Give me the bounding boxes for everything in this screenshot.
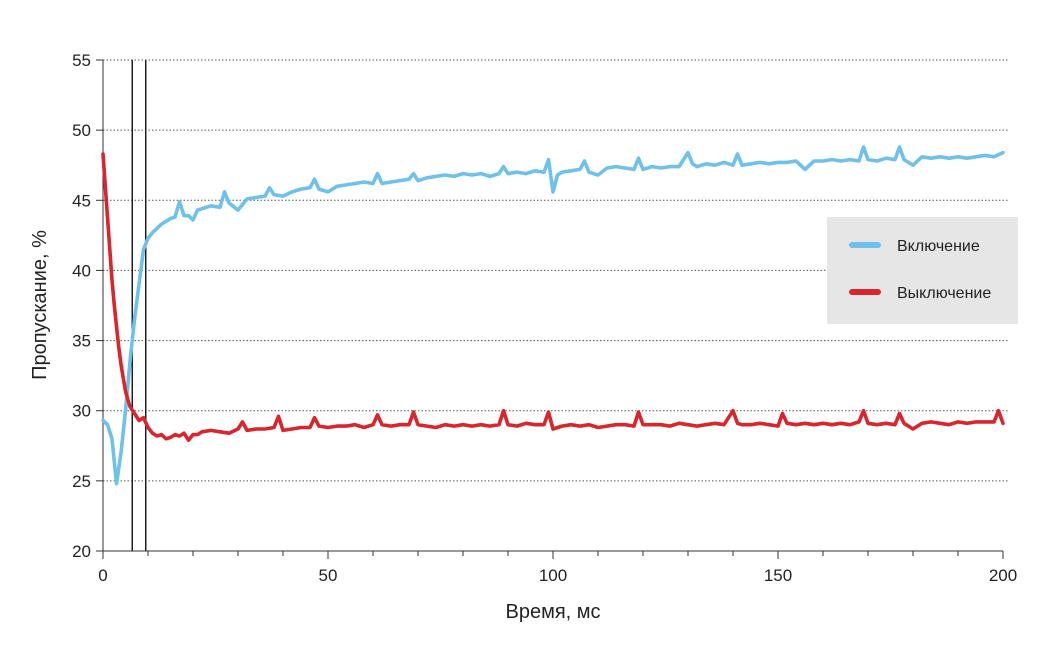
y-tick-label: 40 <box>72 261 91 280</box>
series <box>101 145 1005 486</box>
legend-label: Выключение <box>897 285 991 302</box>
legend: Включение Выключение <box>827 217 1018 324</box>
y-tick-label: 30 <box>72 402 91 421</box>
y-tick-label: 25 <box>72 472 91 491</box>
x-tick-label: 50 <box>319 566 338 585</box>
series-line <box>101 145 1005 486</box>
x-tick-label: 200 <box>989 566 1017 585</box>
axes: 20 25 30 35 40 45 50 55 0 50 100 150 200 <box>72 51 1017 585</box>
x-tick-label: 150 <box>764 566 792 585</box>
y-tick-label: 45 <box>72 191 91 210</box>
y-tick-label: 20 <box>72 542 91 561</box>
y-axis-title: Пропускание, % <box>29 230 51 380</box>
x-axis-title: Время, мс <box>505 601 600 623</box>
time-markers <box>131 60 147 551</box>
grid <box>103 59 1008 482</box>
series-line <box>101 152 1005 442</box>
y-tick-label: 35 <box>72 332 91 351</box>
x-tick-label: 100 <box>539 566 567 585</box>
y-tick-label: 50 <box>72 121 91 140</box>
legend-box <box>827 217 1018 324</box>
x-tick-label: 0 <box>98 566 107 585</box>
y-tick-label: 55 <box>72 51 91 70</box>
legend-label: Включение <box>897 238 980 255</box>
